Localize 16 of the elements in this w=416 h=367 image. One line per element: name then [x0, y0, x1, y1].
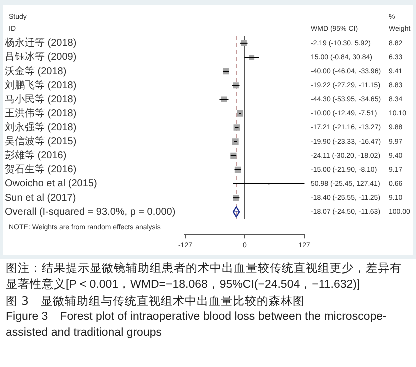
- text: 图 3 显微辅助组与传统直视组术中出血量比较的森林图: [6, 293, 306, 309]
- y-tick-label: 彭雄等 (2016): [5, 150, 67, 162]
- y-tick-label: 沃金等 (2018): [5, 65, 67, 78]
- y-tick-label: 杨永迁等 (2018): [4, 37, 77, 50]
- y-tick-label: 刘永强等 (2018): [5, 122, 77, 134]
- text: 图注：结果提示显微镜辅助组患者的术中出血量较传统直视组更少，差异有显著性意义[P < 0.001，WMD=−18.068，95%CI(−24.504，−11.632)]: [6, 261, 403, 293]
- y-tick-label: 马小民等 (2018): [5, 93, 77, 106]
- y-tick-label: 吴信波等 (2015): [5, 136, 77, 148]
- y-tick-label: 吕钰冰等 (2009): [5, 51, 77, 64]
- y-tick-label: 刘鹏飞等 (2018): [5, 79, 77, 92]
- y-tick-label: 王洪伟等 (2018): [5, 107, 77, 120]
- y-tick-label: 贺石生等 (2016): [5, 164, 77, 176]
- y-tick-label: Overall (I-squared = 93.0%, p = 0.000): [5, 206, 176, 218]
- y-tick-label: Sun et al (2017): [5, 192, 76, 204]
- y-tick-label: Owoicho et al (2015): [5, 178, 98, 190]
- text: Figure 3 Forest plot of intraoperative blood loss between the microscope-assisted and traditional groups: [6, 310, 388, 341]
